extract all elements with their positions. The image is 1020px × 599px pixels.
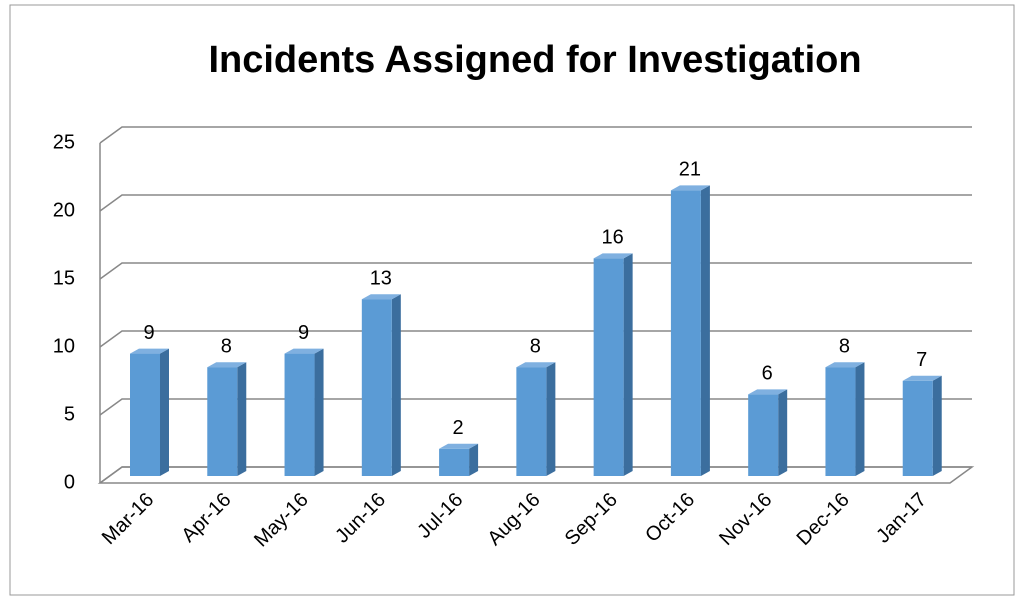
data-label: 9 — [298, 322, 309, 344]
data-label: 7 — [916, 349, 927, 371]
grid-line — [99, 126, 972, 144]
bar — [825, 367, 856, 476]
bar — [284, 353, 315, 476]
bar-top — [516, 362, 556, 368]
data-label: 13 — [370, 267, 392, 289]
chart-border — [9, 4, 1015, 596]
bar-side — [623, 253, 633, 476]
bar-top — [748, 389, 788, 395]
bar-side — [160, 348, 169, 476]
bar-group — [207, 362, 247, 476]
bar-side — [855, 362, 865, 476]
bar-group — [361, 294, 401, 476]
bar — [207, 367, 238, 476]
y-tick-label: 20 — [53, 199, 75, 221]
bar-top — [670, 185, 710, 191]
data-label: 6 — [762, 363, 773, 385]
bar — [439, 448, 470, 476]
bar-group — [439, 443, 479, 476]
bar-side — [778, 389, 788, 476]
bar-group — [902, 375, 942, 476]
bar — [593, 258, 624, 476]
bar-top — [130, 348, 169, 354]
bar-top — [284, 348, 324, 354]
bar — [361, 299, 392, 476]
bar-side — [932, 375, 942, 476]
y-tick-label: 15 — [53, 267, 75, 289]
bar — [902, 380, 933, 476]
bar-top — [361, 294, 401, 300]
chart-title: Incidents Assigned for Investigation — [208, 39, 861, 81]
bar-group — [130, 348, 169, 476]
bar-side — [700, 185, 710, 476]
bar-top — [439, 443, 479, 449]
data-label: 16 — [602, 227, 624, 249]
data-label: 2 — [453, 417, 464, 439]
bar — [130, 353, 160, 476]
bar-side — [469, 443, 479, 476]
y-tick-label: 0 — [64, 471, 75, 493]
bar-group — [670, 185, 710, 476]
bar-group — [284, 348, 324, 476]
bar-group — [748, 389, 788, 476]
data-label: 9 — [143, 322, 154, 344]
bar-side — [237, 362, 247, 476]
bar-top — [902, 375, 942, 381]
bar-side — [314, 348, 324, 476]
bar-group — [516, 362, 556, 476]
bar-group — [593, 253, 633, 476]
bar — [670, 190, 701, 476]
bar — [748, 394, 779, 476]
data-label: 8 — [839, 335, 850, 357]
y-tick-label: 25 — [53, 131, 75, 153]
data-label: 8 — [530, 335, 541, 357]
y-tick-label: 5 — [64, 403, 75, 425]
y-tick-label: 10 — [53, 335, 75, 357]
bar-top — [825, 362, 865, 368]
bar-top — [207, 362, 247, 368]
bar-side — [546, 362, 556, 476]
bar-side — [391, 294, 401, 476]
data-label: 8 — [221, 335, 232, 357]
bar — [516, 367, 547, 476]
bar-top — [593, 253, 633, 259]
bar-group — [825, 362, 865, 476]
data-label: 21 — [679, 159, 701, 181]
